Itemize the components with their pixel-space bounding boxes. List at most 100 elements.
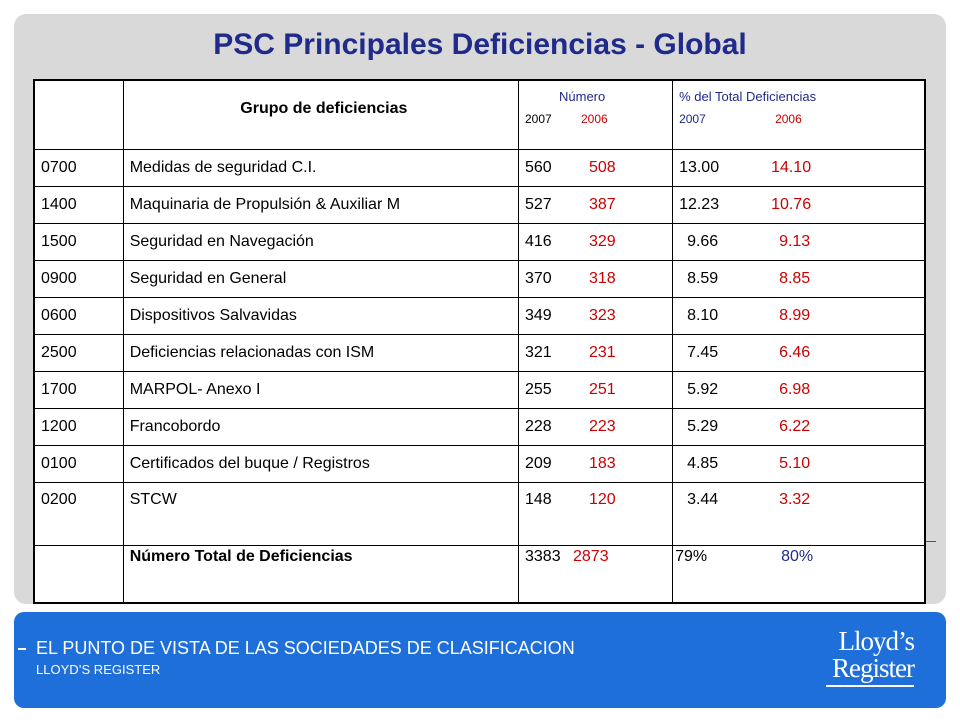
row-pct: 8.59 8.85: [672, 260, 926, 298]
row-code: 2500: [33, 334, 124, 372]
row-numero-2006: 120: [589, 491, 616, 508]
row-pct-2007: 13.00: [679, 159, 720, 176]
row-pct: 4.85 5.10: [672, 445, 926, 483]
row-numero-2007: 527: [525, 196, 552, 213]
row-numero: 560 508: [517, 149, 674, 187]
row-pct-2006: 5.10: [779, 455, 811, 472]
header-numero-label: Número: [559, 89, 606, 104]
header-numero-2006: 2006: [581, 112, 608, 126]
row-numero-2006: 231: [589, 344, 616, 361]
row-code: 1400: [33, 186, 124, 224]
row-pct-2006: 14.10: [771, 159, 812, 176]
lloyds-register-logo: Lloyd’s Register: [826, 626, 915, 690]
total-code-cell: [33, 545, 124, 604]
row-pct-2006: 6.22: [779, 418, 811, 435]
row-pct-2007: 5.92: [687, 381, 719, 398]
row-numero-2006: 183: [589, 455, 616, 472]
row-pct-2006: 8.99: [779, 307, 811, 324]
row-numero: 255 251: [517, 371, 674, 409]
row-numero-2006: 251: [589, 381, 616, 398]
footer-bar: [14, 612, 946, 708]
header-pct: % del Total Deficiencias 2007 2006: [672, 79, 926, 150]
total-pct-2007: 79%: [675, 548, 708, 565]
row-numero: 416 329: [517, 223, 674, 261]
header-code-cell: [33, 79, 124, 150]
total-numero-2007: 3383: [525, 548, 561, 565]
header-pct-label: % del Total Deficiencias: [679, 89, 817, 104]
row-pct-2006: 6.46: [779, 344, 811, 361]
row-code: 0900: [33, 260, 124, 298]
row-numero: 370 318: [517, 260, 674, 298]
row-pct-2006: 6.98: [779, 381, 811, 398]
row-numero-2006: 223: [589, 418, 616, 435]
row-name: Seguridad en General: [122, 260, 520, 298]
table-total-row: Número Total de Deficiencias 3383 2873 79% 8…: [33, 545, 926, 604]
table-row: 0900 Seguridad en General 370 318 8.59 8.85: [33, 260, 926, 298]
table-row: 1400 Maquinaria de Propulsión & Auxiliar …: [33, 186, 926, 224]
row-numero-2007: 209: [525, 455, 552, 472]
row-numero-2007: 560: [525, 159, 552, 176]
table-row: 0700 Medidas de seguridad C.I. 560 508 13.00…: [33, 149, 926, 187]
row-numero: 148 120: [517, 482, 674, 546]
row-numero: 228 223: [517, 408, 674, 446]
row-code: 1700: [33, 371, 124, 409]
row-code: 0600: [33, 297, 124, 335]
row-pct-2006: 3.32: [779, 491, 811, 508]
header-pct-years: 2007 2006: [679, 112, 924, 126]
table-row: 0200 STCW 148 120 3.44 3.32: [33, 482, 926, 546]
total-pct: 79% 80%: [672, 545, 926, 604]
row-pct-2007: 4.85: [687, 455, 719, 472]
row-name: MARPOL- Anexo I: [122, 371, 520, 409]
row-pct-2006: 9.13: [779, 233, 811, 250]
row-pct-2007: 12.23: [679, 196, 720, 213]
row-name: Deficiencias relacionadas con ISM: [122, 334, 520, 372]
row-numero-2007: 228: [525, 418, 552, 435]
row-numero-2006: 318: [589, 270, 616, 287]
row-numero-2007: 148: [525, 491, 552, 508]
row-name: Maquinaria de Propulsión & Auxiliar M: [122, 186, 520, 224]
row-numero-2006: 508: [589, 159, 616, 176]
header-group: Grupo de deficiencias: [122, 79, 520, 150]
row-name: Dispositivos Salvavidas: [122, 297, 520, 335]
row-pct-2007: 9.66: [687, 233, 719, 250]
row-pct-2007: 3.44: [687, 491, 719, 508]
logo-line2: Register: [832, 653, 915, 683]
total-numero-2006: 2873: [573, 548, 609, 565]
row-numero-2007: 349: [525, 307, 552, 324]
deficiencies-table: Grupo de deficiencias Número 2007 2006 % …: [33, 79, 926, 604]
row-numero-2007: 370: [525, 270, 552, 287]
row-name: Certificados del buque / Registros: [122, 445, 520, 483]
row-name: Seguridad en Navegación: [122, 223, 520, 261]
row-pct-2007: 8.59: [687, 270, 719, 287]
row-name: STCW: [122, 482, 520, 546]
logo-line1: Lloyd’s: [838, 626, 915, 656]
header-numero: Número 2007 2006: [517, 79, 674, 150]
table-row: 0600 Dispositivos Salvavidas 349 323 8.10 8.9…: [33, 297, 926, 335]
row-pct-2006: 10.76: [771, 196, 812, 213]
row-pct: 12.23 10.76: [672, 186, 926, 224]
header-numero-years: 2007 2006: [525, 112, 672, 126]
table-row: 0100 Certificados del buque / Registros 20…: [33, 445, 926, 483]
slide-title: PSC Principales Deficiencias - Global: [213, 28, 747, 61]
row-numero-2006: 329: [589, 233, 616, 250]
footer-dash: [18, 648, 26, 650]
row-pct: 8.10 8.99: [672, 297, 926, 335]
row-numero: 209 183: [517, 445, 674, 483]
footer-subtitle: LLOYD’S REGISTER: [36, 662, 161, 677]
header-pct-2007: 2007: [679, 112, 706, 126]
row-pct: 9.66 9.13: [672, 223, 926, 261]
row-numero: 349 323: [517, 297, 674, 335]
table-row: 2500 Deficiencias relacionadas con ISM 321…: [33, 334, 926, 372]
row-pct: 7.45 6.46: [672, 334, 926, 372]
logo-underline: [826, 685, 914, 687]
total-numero: 3383 2873: [517, 545, 674, 604]
total-pct-2006: 80%: [781, 548, 814, 565]
row-code: 0100: [33, 445, 124, 483]
row-pct: 13.00 14.10: [672, 149, 926, 187]
row-numero-2007: 255: [525, 381, 552, 398]
row-code: 1200: [33, 408, 124, 446]
table-row: 1700 MARPOL- Anexo I 255 251 5.92 6.98: [33, 371, 926, 409]
row-numero: 527 387: [517, 186, 674, 224]
total-row-divider: [926, 541, 936, 542]
row-pct-2007: 5.29: [687, 418, 719, 435]
